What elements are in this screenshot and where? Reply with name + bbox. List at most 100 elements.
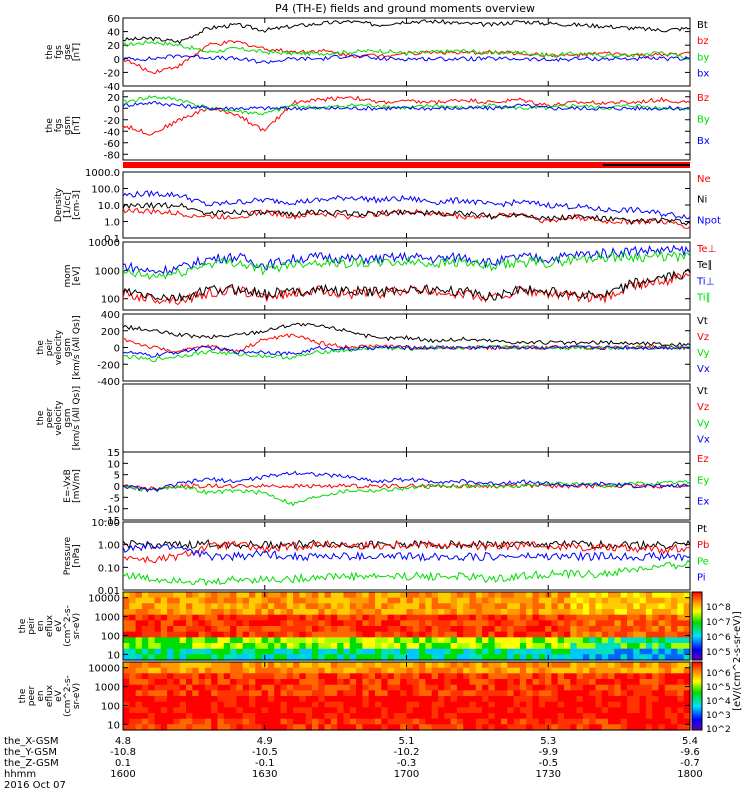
spectrogram-cell xyxy=(532,684,540,691)
spectrogram-cell xyxy=(349,603,357,610)
spectrogram-cell xyxy=(658,626,666,633)
spectrogram-cell xyxy=(406,667,414,674)
spectrogram-cell xyxy=(255,597,263,604)
spectrogram-cell xyxy=(582,643,590,650)
spectrogram-cell xyxy=(450,648,458,655)
spectrogram-cell xyxy=(620,643,628,650)
spectrogram-cell xyxy=(438,597,445,604)
spectrogram-cell xyxy=(286,620,294,627)
spectrogram-cell xyxy=(419,609,426,616)
spectrogram-cell xyxy=(671,713,678,720)
spectrogram-cell xyxy=(293,643,300,650)
spectrogram-cell xyxy=(305,597,313,604)
spectrogram-cell xyxy=(545,648,552,655)
spectrogram-cell xyxy=(274,654,282,661)
spectrogram-cell xyxy=(267,603,275,610)
spectrogram-cell xyxy=(230,597,237,604)
spectrogram-cell xyxy=(154,643,162,650)
spectrogram-cell xyxy=(123,701,130,708)
spectrogram-cell xyxy=(406,690,414,697)
spectrogram-cell xyxy=(419,626,426,633)
spectrogram-cell xyxy=(412,696,420,703)
y-tick-label: -15 xyxy=(104,516,120,527)
spectrogram-cell xyxy=(412,707,420,714)
spectrogram-cell xyxy=(230,631,237,638)
spectrogram-cell xyxy=(242,713,250,720)
spectrogram-cell xyxy=(356,643,363,650)
series-line-Ni xyxy=(122,201,691,226)
spectrogram-cell xyxy=(431,603,439,610)
spectrogram-cell xyxy=(683,648,691,655)
spectrogram-cell xyxy=(532,648,540,655)
x-table-value: -10.8 xyxy=(110,747,136,758)
spectrogram-cell xyxy=(519,684,527,691)
spectrogram-cell xyxy=(343,673,351,680)
spectrogram-cell xyxy=(318,696,326,703)
spectrogram-cell xyxy=(652,690,660,697)
spectrogram-cell xyxy=(356,724,363,731)
spectrogram-cell xyxy=(589,718,597,725)
spectrogram-cell xyxy=(192,626,200,633)
spectrogram-cell xyxy=(135,603,143,610)
spectrogram-cell xyxy=(469,690,477,697)
spectrogram-cell xyxy=(305,620,313,627)
spectrogram-cell xyxy=(236,673,244,680)
spectrogram-cell xyxy=(488,684,496,691)
spectrogram-cell xyxy=(198,592,206,599)
spectrogram-cell xyxy=(312,609,319,616)
spectrogram-cell xyxy=(123,718,130,725)
spectrogram-cell xyxy=(173,654,181,661)
spectrogram-cell xyxy=(261,718,269,725)
spectrogram-cell xyxy=(154,626,162,633)
spectrogram-cell xyxy=(658,648,666,655)
spectrogram-cell xyxy=(450,707,458,714)
spectrogram-cell xyxy=(362,662,370,669)
spectrogram-cell xyxy=(526,662,534,669)
x-table-value: -0.3 xyxy=(397,758,417,769)
spectrogram-cell xyxy=(608,631,615,638)
spectrogram-cell xyxy=(198,667,206,674)
spectrogram-cell xyxy=(652,592,660,599)
spectrogram-cell xyxy=(223,592,231,599)
spectrogram-cell xyxy=(324,643,332,650)
spectrogram-cell xyxy=(217,643,225,650)
spectrogram-cell xyxy=(627,654,634,661)
spectrogram-cell xyxy=(186,724,193,731)
spectrogram-cell xyxy=(526,684,534,691)
spectrogram-cell xyxy=(324,724,332,731)
spectrogram-cell xyxy=(438,620,445,627)
spectrogram-cell xyxy=(356,609,363,616)
spectrogram-cell xyxy=(255,592,263,599)
spectrogram-cell xyxy=(141,690,149,697)
spectrogram-cell xyxy=(293,609,300,616)
spectrogram-cell xyxy=(255,637,263,644)
spectrogram-cell xyxy=(551,654,559,661)
spectrogram-cell xyxy=(431,597,439,604)
spectrogram-cell xyxy=(564,713,571,720)
spectrogram-cell xyxy=(438,701,445,708)
spectrogram-cell xyxy=(230,626,237,633)
spectrogram-cell xyxy=(507,626,515,633)
spectrogram-cell xyxy=(627,631,634,638)
spectrogram-cell xyxy=(652,667,660,674)
spectrogram-cell xyxy=(274,648,282,655)
spectrogram-cell xyxy=(223,609,231,616)
spectrogram-cell xyxy=(570,626,578,633)
spectrogram-cell xyxy=(381,701,389,708)
spectrogram-cell xyxy=(482,690,489,697)
spectrogram-cell xyxy=(337,592,345,599)
spectrogram-cell xyxy=(551,673,559,680)
spectrogram-cell xyxy=(601,701,609,708)
legend-Pi: Pi xyxy=(697,573,706,584)
spectrogram-cell xyxy=(450,667,458,674)
spectrogram-cell xyxy=(620,673,628,680)
spectrogram-cell xyxy=(425,696,433,703)
spectrogram-cell xyxy=(494,673,502,680)
spectrogram-cell xyxy=(223,718,231,725)
spectrogram-cell xyxy=(608,707,615,714)
spectrogram-cell xyxy=(267,673,275,680)
spectrogram-cell xyxy=(368,637,376,644)
x-table-row-label: hhmm xyxy=(4,769,36,780)
spectrogram-cell xyxy=(538,690,546,697)
